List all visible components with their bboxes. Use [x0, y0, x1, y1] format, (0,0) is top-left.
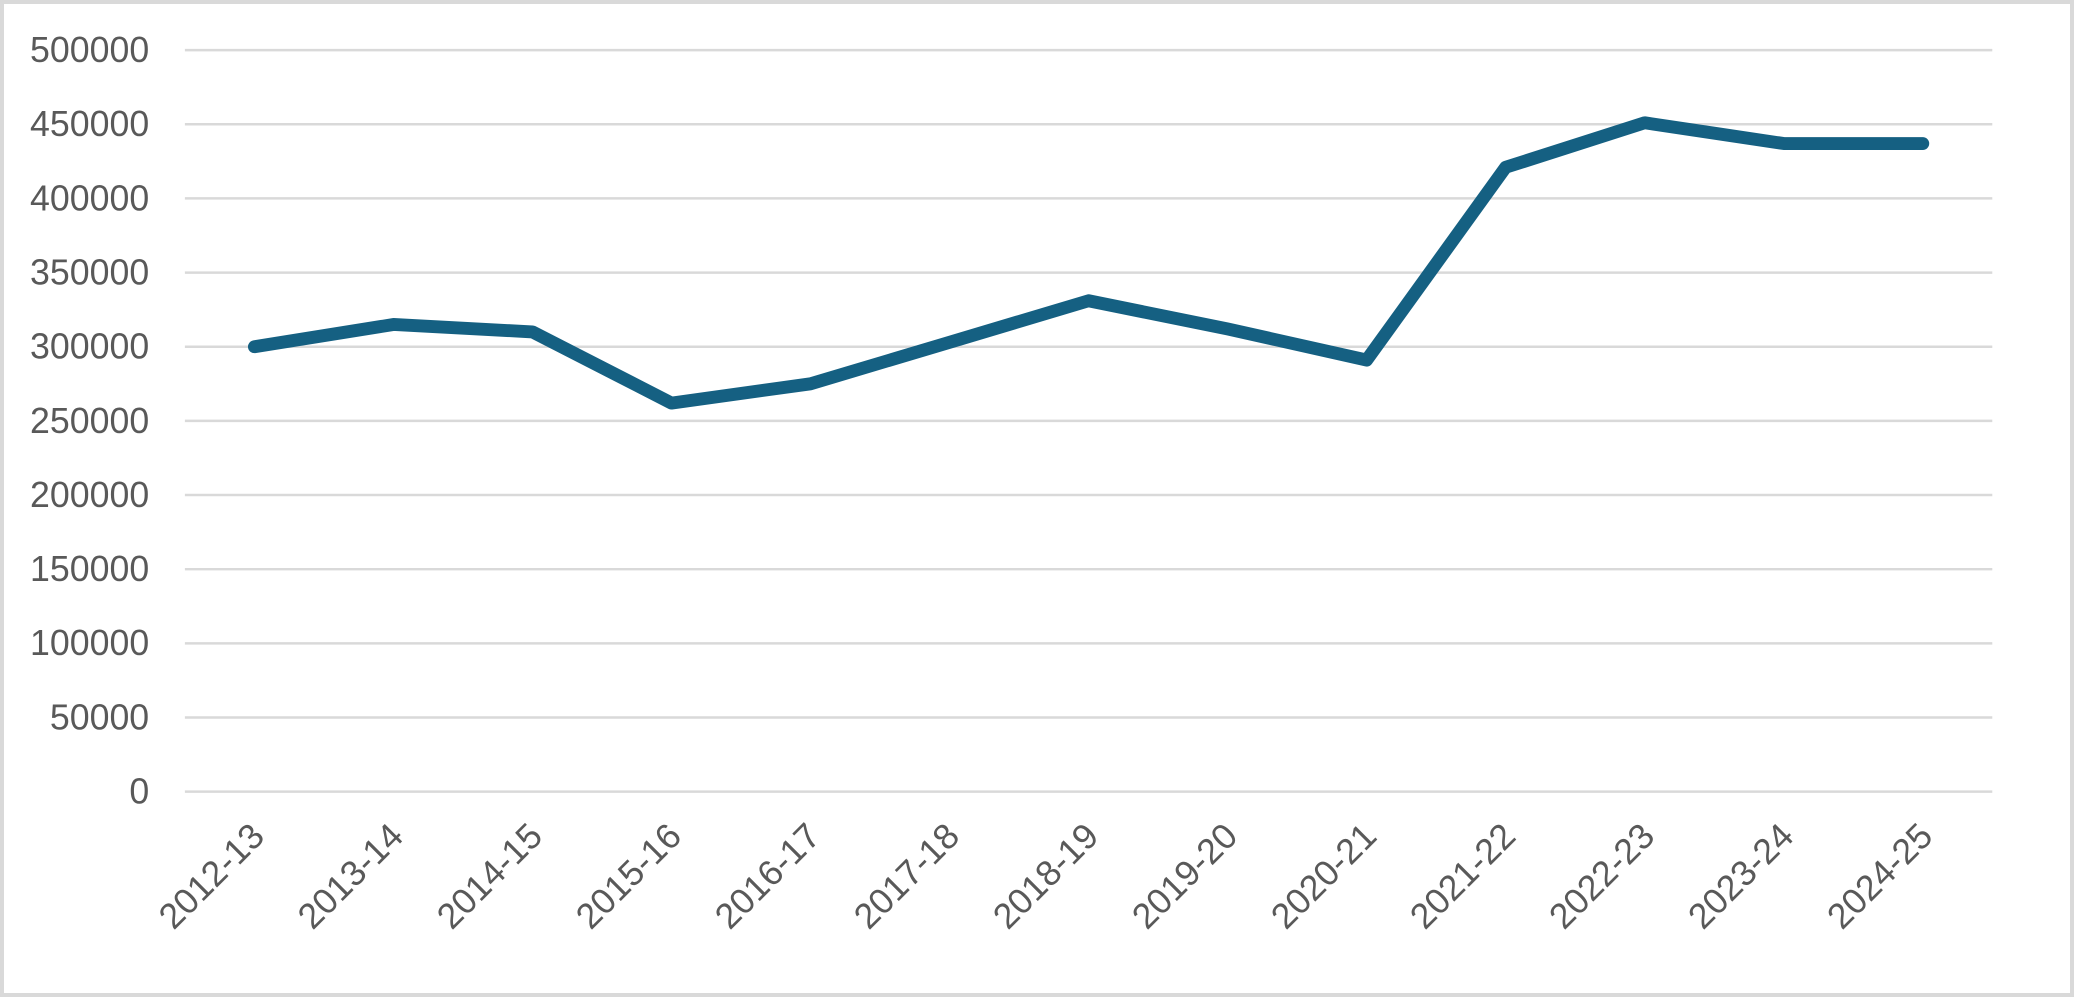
y-axis-tick-label: 350000	[30, 252, 149, 292]
x-axis-tick-label: 2022-23	[1541, 816, 1662, 937]
x-axis-tick-label: 2016-17	[707, 816, 828, 937]
x-axis-tick-label: 2024-25	[1819, 816, 1940, 937]
x-axis-tick-label: 2019-20	[1124, 816, 1245, 937]
line-chart-figure: 0 50000 100000 150000 200000 250000 300000 3500…	[4, 4, 2070, 993]
x-axis-tick-label: 2014-15	[429, 816, 550, 937]
y-axis-tick-label: 200000	[30, 475, 149, 515]
x-axis-tick-label: 2015-16	[568, 816, 689, 937]
y-axis-tick-label: 50000	[50, 697, 149, 737]
y-axis-tick-label: 250000	[30, 401, 149, 441]
y-axis-tick-label: 100000	[30, 623, 149, 663]
x-axis-tick-label: 2017-18	[846, 816, 967, 937]
x-axis-tick-label: 2018-19	[985, 816, 1106, 937]
data-line-series	[247, 116, 1930, 410]
y-axis-tick-label: 450000	[30, 104, 149, 144]
x-axis-tick-label: 2023-24	[1680, 816, 1801, 937]
x-axis-tick-label: 2012-13	[151, 816, 272, 937]
y-axis-tick-label: 500000	[30, 30, 149, 70]
x-axis-tick-label: 2020-21	[1263, 816, 1384, 937]
x-axis-tick-label: 2013-14	[290, 816, 411, 937]
x-axis-tick-label: 2021-22	[1402, 816, 1523, 937]
y-axis-tick-label: 150000	[30, 549, 149, 589]
y-axis-tick-label: 0	[129, 772, 149, 812]
y-axis-tick-label: 300000	[30, 327, 149, 367]
y-axis-tick-label: 400000	[30, 178, 149, 218]
chart-canvas: 0 50000 100000 150000 200000 250000 300000 3500…	[30, 30, 1993, 937]
